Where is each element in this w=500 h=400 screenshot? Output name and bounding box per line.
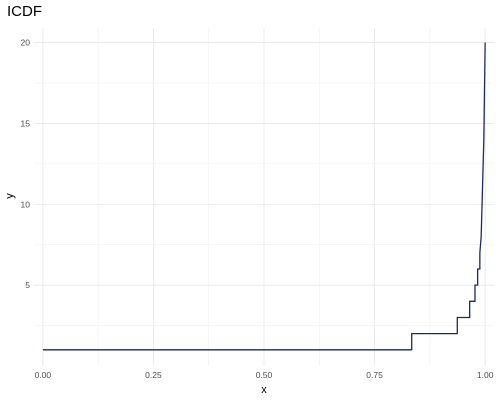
y-tick-label: 5: [25, 280, 30, 290]
x-tick-label: 0.50: [256, 370, 273, 380]
x-axis-title: x: [261, 384, 267, 396]
y-tick-label: 10: [21, 199, 31, 209]
series-layer: [42, 42, 486, 351]
y-tick-label: 15: [21, 118, 31, 128]
icdf-series-line: [42, 42, 486, 351]
y-axis-title: y: [4, 193, 16, 199]
x-axis-ticks: 0.00 0.25 0.50 0.75 1.00: [35, 370, 494, 380]
y-tick-label: 20: [21, 38, 31, 48]
x-tick-label: 0.25: [145, 370, 162, 380]
x-tick-label: 1.00: [477, 370, 494, 380]
x-tick-label: 0.00: [35, 370, 52, 380]
y-axis-ticks: 5 10 15 20: [21, 38, 31, 291]
chart-title: ICDF: [7, 3, 42, 20]
x-tick-label: 0.75: [366, 370, 383, 380]
major-gridlines: [34, 28, 494, 366]
